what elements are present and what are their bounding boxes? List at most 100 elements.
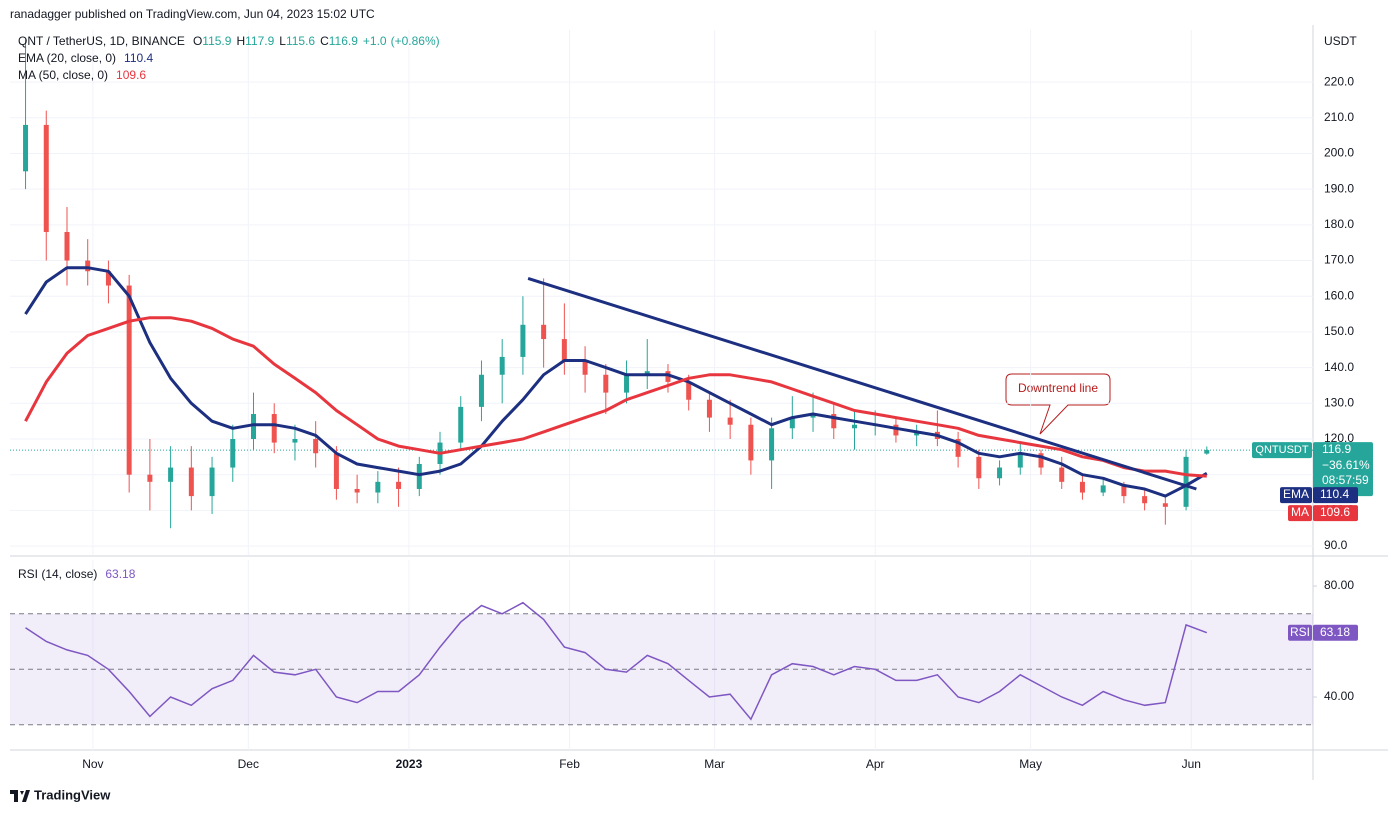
y-tick-label: 80.00 [1324,578,1354,592]
symbol-tag [1252,442,1312,459]
y-tick-label: 200.0 [1324,146,1354,160]
candle-body [1162,503,1168,507]
candle-body [499,356,505,375]
candle-body [976,456,982,479]
change: +1.0 [363,34,387,48]
candle-body [43,124,49,232]
ohlc-value: 115.6 [286,34,315,48]
indicator-line [24,316,1207,478]
y-tick-label: 40.00 [1324,689,1354,703]
candle-body [541,324,547,340]
candle-body [147,474,153,482]
x-tick-label: Dec [238,757,259,771]
change-pct: (+0.86%) [391,34,440,48]
price-tag-change: −36.61% [1322,458,1370,472]
candle-body [1059,467,1065,482]
candle-body [271,414,277,443]
indicator-value: 109.6 [116,68,146,82]
candle-body [665,371,671,382]
price-tag [1313,442,1373,497]
candle-body [831,414,837,429]
indicator-name: MA (50, close, 0) [18,68,108,82]
symbol-title: QNT / TetherUS, 1D, BINANCE [18,34,185,48]
annotation-box [1005,373,1111,435]
candle-body [416,463,422,489]
candle-body [313,439,319,454]
rsi-tag-text: RSI [1290,625,1310,639]
ohlc-value: 115.9 [202,34,231,48]
trend-line [527,276,1197,491]
ohlc-label: O [193,34,202,48]
y-tick-label: 190.0 [1324,181,1354,195]
indicator-tag [1280,487,1312,504]
indicator-legend: MA (50, close, 0) 109.6 [18,68,146,82]
y-tick-label: 160.0 [1324,288,1354,302]
y-tick-label: 140.0 [1324,360,1354,374]
candle-body [1121,485,1127,497]
candle-body [1142,496,1148,504]
candle-body [561,339,567,361]
candle-body [188,467,194,497]
x-tick-label: Nov [82,757,103,771]
x-tick-label: Feb [559,757,580,771]
indicator-value-tag [1313,487,1358,504]
candle-body [168,467,174,482]
candle-body [458,406,464,443]
y-tick-label: 120.0 [1324,431,1354,445]
indicator-value: 110.4 [124,51,153,65]
candle-body [624,374,630,393]
rsi-value-tag [1313,624,1358,641]
price-pane [10,39,1313,529]
symbol-tag-text: QNTUSDT [1255,444,1308,456]
candle-body [354,488,360,493]
candle-body [126,285,132,475]
brand: TradingView [10,787,111,802]
candle-body [1079,481,1085,493]
candle-body [1204,450,1210,454]
candle-body [706,399,712,418]
x-tick-label: Jun [1182,757,1201,771]
candle-body [810,414,816,418]
published-note: ranadagger published on TradingView.com,… [10,7,375,21]
x-tick-label: May [1019,757,1042,771]
annotation-text: Downtrend line [1018,381,1098,395]
indicator-tag-text: EMA [1283,487,1309,501]
header-legend: QNT / TetherUS, 1D, BINANCE O115.9 H117.9 L… [18,34,440,48]
candle-body [997,467,1003,479]
candle-body [333,453,339,489]
currency-label: USDT [1324,34,1357,48]
indicator-legend: EMA (20, close, 0) 110.4 [18,51,154,65]
candle-body [292,439,298,443]
candle-body [105,271,111,286]
price-tag-price: 116.9 [1322,442,1351,456]
candle-body [1100,485,1106,493]
ohlc-label: L [279,34,286,48]
brand-logo [10,790,30,802]
y-tick-label: 210.0 [1324,110,1354,124]
indicator-tag [1288,505,1312,522]
candle-body [582,360,588,375]
grid [10,30,1313,750]
candle-body [644,371,650,375]
x-tick-label: Apr [866,757,885,771]
brand-name: TradingView [34,787,111,802]
y-tick-label: 180.0 [1324,217,1354,231]
candle-body [230,439,236,468]
rsi-pane [25,601,1208,721]
candle-body [1017,453,1023,468]
candle-body [64,231,70,261]
candle-body [209,467,215,497]
x-tick-label: 2023 [396,757,423,771]
rsi-tag [1288,624,1312,641]
ohlc-value: 117.9 [245,34,274,48]
annotation: Downtrend line [1005,373,1111,435]
candle-body [375,481,381,493]
candle-body [603,374,609,393]
indicator-line [24,266,1208,498]
candle-body [396,481,402,489]
candle-body [748,424,754,461]
indicator-value-text: 109.6 [1320,505,1350,519]
